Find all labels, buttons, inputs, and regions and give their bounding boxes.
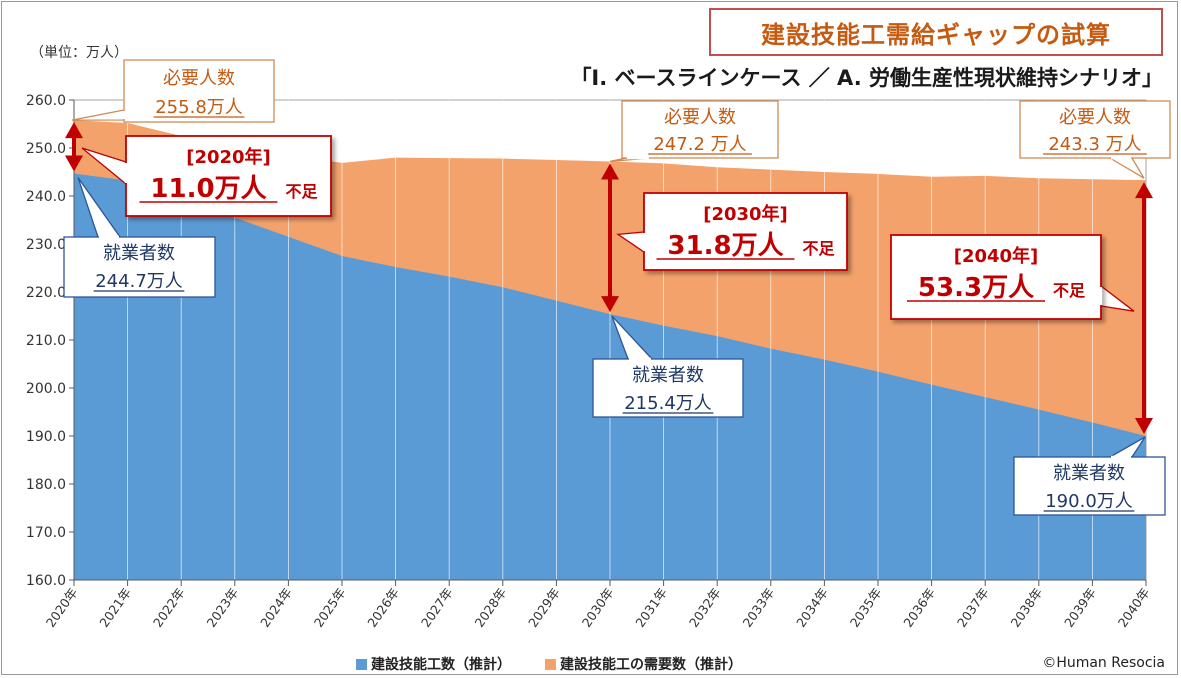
callout-demand-2040: 必要人数 243.3 万人 bbox=[1019, 100, 1171, 179]
legend-swatch-demand bbox=[545, 658, 556, 670]
gap-arrow-2020 bbox=[65, 122, 83, 172]
x-tick-label: 2034年 bbox=[793, 585, 831, 630]
callout-text: 必要人数 bbox=[664, 107, 736, 128]
gap-arrow-head-top bbox=[1135, 182, 1153, 199]
callout-box bbox=[592, 358, 744, 418]
y-tick-label: 220.0 bbox=[26, 285, 66, 301]
scenario-subtitle: 「Ⅰ. ベースラインケース ／ A. 労働生産性現状維持シナリオ」 bbox=[570, 66, 1163, 90]
gap-suffix: 不足 bbox=[1053, 281, 1086, 300]
callout-text: 就業者数 bbox=[1053, 463, 1125, 484]
x-tick-label: 2023年 bbox=[204, 585, 242, 630]
callout-value: 190.0万人 bbox=[1045, 491, 1133, 512]
x-tick-label: 2039年 bbox=[1061, 585, 1099, 630]
x-tick-label: 2020年 bbox=[43, 585, 81, 630]
gap-year: [2030年] bbox=[703, 203, 788, 225]
callout-box bbox=[643, 192, 848, 271]
legend-label-demand: 建設技能工の需要数（推計） bbox=[560, 657, 742, 673]
x-tick-label: 2025年 bbox=[311, 585, 349, 630]
y-tick-label: 160.0 bbox=[26, 573, 66, 589]
gap-arrow-2030 bbox=[601, 163, 619, 313]
x-tick-label: 2033年 bbox=[740, 585, 778, 630]
x-tick-label: 2022年 bbox=[150, 585, 188, 630]
callout-box bbox=[890, 234, 1102, 320]
legend-swatch-workers bbox=[356, 658, 367, 670]
x-tick-label: 2040年 bbox=[1115, 585, 1153, 630]
callout-box bbox=[1013, 456, 1166, 516]
callout-value: 247.2 万人 bbox=[653, 134, 746, 155]
gap-arrow-2040 bbox=[1135, 182, 1153, 434]
callout-text: 必要人数 bbox=[163, 68, 235, 89]
legend-item-demand: 建設技能工の需要数（推計） bbox=[545, 654, 742, 674]
gap-value: 53.3万人 bbox=[918, 273, 1034, 303]
callout-box bbox=[123, 59, 275, 123]
x-tick-label: 2027年 bbox=[418, 585, 456, 630]
x-tick-label: 2026年 bbox=[364, 585, 402, 630]
callout-gap-2030: [2030年] 31.8万人 不足 bbox=[616, 192, 848, 271]
gap-arrow-head-bottom bbox=[1135, 418, 1153, 434]
callout-demand-2020: 必要人数 255.8万人 bbox=[71, 59, 275, 123]
gap-value: 11.0万人 bbox=[150, 174, 266, 204]
copyright: ©Human Resocia bbox=[1042, 655, 1165, 671]
x-tick-label: 2021年 bbox=[96, 585, 134, 630]
x-tick-label: 2030年 bbox=[579, 585, 617, 630]
callout-text: 就業者数 bbox=[632, 365, 704, 386]
y-tick-label: 240.0 bbox=[26, 189, 66, 205]
y-tick-label: 260.0 bbox=[26, 93, 66, 109]
x-tick-label: 2036年 bbox=[900, 585, 938, 630]
callout-value: 255.8万人 bbox=[155, 97, 243, 118]
x-tick-label: 2038年 bbox=[1008, 585, 1046, 630]
callout-workers-2040: 就業者数 190.0万人 bbox=[1013, 436, 1166, 516]
callout-workers-2030: 就業者数 215.4万人 bbox=[592, 315, 744, 418]
gap-year: [2040年] bbox=[954, 245, 1039, 267]
callout-value: 215.4万人 bbox=[624, 393, 712, 414]
legend: 建設技能工数（推計） 建設技能工の需要数（推計） bbox=[356, 654, 742, 674]
x-tick-label: 2035年 bbox=[847, 585, 885, 630]
x-tick-label: 2032年 bbox=[686, 585, 724, 630]
callout-workers-2020: 就業者数 244.7万人 bbox=[63, 177, 216, 298]
gap-year: [2020年] bbox=[186, 146, 271, 168]
chart-title: 建設技能工需給ギャップの試算 bbox=[709, 8, 1163, 56]
y-tick-label: 250.0 bbox=[26, 141, 66, 157]
y-tick-label: 200.0 bbox=[26, 381, 66, 397]
y-tick-label: 190.0 bbox=[26, 429, 66, 445]
gap-arrow-head-bottom bbox=[601, 296, 619, 313]
gap-arrow-head-top bbox=[65, 122, 83, 139]
callout-demand-2030: 必要人数 247.2 万人 bbox=[609, 100, 779, 163]
y-tick-label: 210.0 bbox=[26, 333, 66, 349]
callout-box bbox=[1019, 100, 1171, 159]
callout-text: 就業者数 bbox=[103, 243, 175, 264]
callout-box bbox=[63, 236, 216, 298]
unit-label: （単位：万人） bbox=[30, 45, 128, 61]
callout-value: 244.7万人 bbox=[95, 271, 183, 292]
gap-arrow-head-bottom bbox=[65, 155, 83, 172]
legend-label-workers: 建設技能工数（推計） bbox=[371, 657, 511, 673]
callout-box bbox=[621, 100, 779, 159]
legend-item-workers: 建設技能工数（推計） bbox=[356, 654, 511, 674]
x-tick-label: 2029年 bbox=[525, 585, 563, 630]
gap-value: 31.8万人 bbox=[667, 231, 783, 261]
y-tick-label: 230.0 bbox=[26, 237, 66, 253]
x-tick-label: 2031年 bbox=[632, 585, 670, 630]
x-tick-label: 2028年 bbox=[472, 585, 510, 630]
gap-suffix: 不足 bbox=[285, 182, 318, 201]
y-tick-label: 180.0 bbox=[26, 477, 66, 493]
callout-gap-2020: [2020年] 11.0万人 不足 bbox=[81, 135, 332, 217]
callout-value: 243.3 万人 bbox=[1048, 134, 1141, 155]
callout-gap-2040: [2040年] 53.3万人 不足 bbox=[890, 234, 1135, 320]
callout-text: 必要人数 bbox=[1059, 107, 1131, 128]
x-tick-label: 2024年 bbox=[257, 585, 295, 630]
x-tick-label: 2037年 bbox=[954, 585, 992, 630]
y-tick-label: 170.0 bbox=[26, 525, 66, 541]
gap-suffix: 不足 bbox=[802, 239, 835, 258]
gap-arrow-head-top bbox=[601, 163, 619, 180]
